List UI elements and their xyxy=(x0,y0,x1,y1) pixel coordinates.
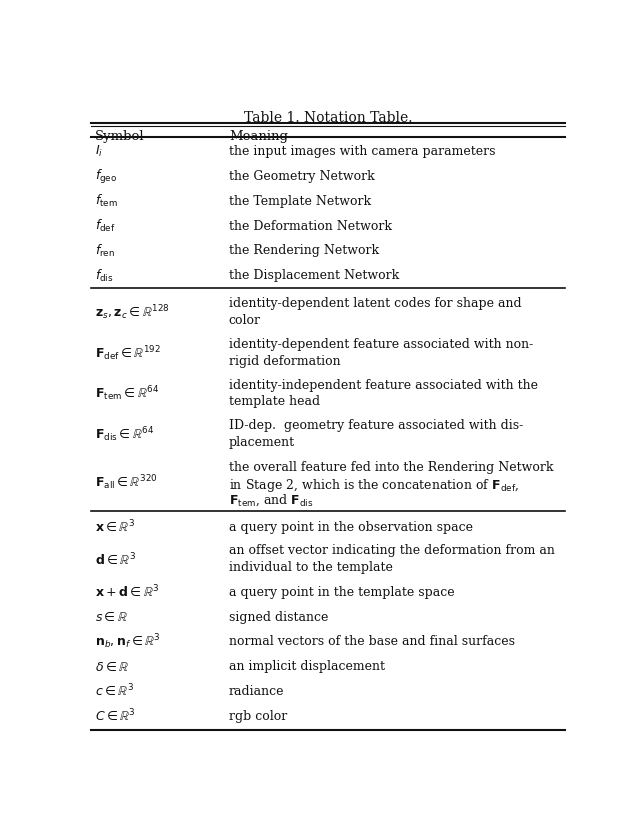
Text: identity-dependent feature associated with non-: identity-dependent feature associated wi… xyxy=(229,337,533,351)
Text: $I_i$: $I_i$ xyxy=(95,144,103,160)
Text: rigid deformation: rigid deformation xyxy=(229,355,340,367)
Text: the Geometry Network: the Geometry Network xyxy=(229,170,374,183)
Text: $\mathbf{F}_{\mathrm{tem}}$, and $\mathbf{F}_{\mathrm{dis}}$: $\mathbf{F}_{\mathrm{tem}}$, and $\mathb… xyxy=(229,492,314,507)
Text: $c \in \mathbb{R}^3$: $c \in \mathbb{R}^3$ xyxy=(95,682,134,699)
Text: $\mathbf{z}_s, \mathbf{z}_c \in \mathbb{R}^{128}$: $\mathbf{z}_s, \mathbf{z}_c \in \mathbb{… xyxy=(95,304,170,322)
Text: ID-dep.  geometry feature associated with dis-: ID-dep. geometry feature associated with… xyxy=(229,418,523,432)
Text: the Template Network: the Template Network xyxy=(229,194,371,208)
Text: the Rendering Network: the Rendering Network xyxy=(229,244,379,257)
Text: template head: template head xyxy=(229,395,320,408)
Text: $\mathbf{d} \in \mathbb{R}^3$: $\mathbf{d} \in \mathbb{R}^3$ xyxy=(95,551,136,567)
Text: $f_{\mathrm{def}}$: $f_{\mathrm{def}}$ xyxy=(95,218,116,234)
Text: in Stage 2, which is the concatenation of $\mathbf{F}_{\mathrm{def}}$,: in Stage 2, which is the concatenation o… xyxy=(229,476,519,493)
Text: an offset vector indicating the deformation from an: an offset vector indicating the deformat… xyxy=(229,543,555,557)
Text: signed distance: signed distance xyxy=(229,610,328,623)
Text: the input images with camera parameters: the input images with camera parameters xyxy=(229,146,495,158)
Text: identity-independent feature associated with the: identity-independent feature associated … xyxy=(229,378,538,391)
Text: $\mathbf{F}_{\mathrm{tem}} \in \mathbb{R}^{64}$: $\mathbf{F}_{\mathrm{tem}} \in \mathbb{R… xyxy=(95,384,159,403)
Text: color: color xyxy=(229,314,261,327)
Text: $f_{\mathrm{tem}}$: $f_{\mathrm{tem}}$ xyxy=(95,194,118,209)
Text: Table 1. Notation Table.: Table 1. Notation Table. xyxy=(244,111,412,125)
Text: $\mathbf{F}_{\mathrm{def}} \in \mathbb{R}^{192}$: $\mathbf{F}_{\mathrm{def}} \in \mathbb{R… xyxy=(95,344,161,362)
Text: radiance: radiance xyxy=(229,684,284,697)
Text: $f_{\mathrm{ren}}$: $f_{\mathrm{ren}}$ xyxy=(95,242,115,259)
Text: Meaning: Meaning xyxy=(229,130,288,143)
Text: $\mathbf{x} + \mathbf{d} \in \mathbb{R}^3$: $\mathbf{x} + \mathbf{d} \in \mathbb{R}^… xyxy=(95,583,159,600)
Text: the Displacement Network: the Displacement Network xyxy=(229,269,399,282)
Text: $\mathbf{F}_{\mathrm{all}} \in \mathbb{R}^{320}$: $\mathbf{F}_{\mathrm{all}} \in \mathbb{R… xyxy=(95,472,157,491)
Text: $\mathbf{F}_{\mathrm{dis}} \in \mathbb{R}^{64}$: $\mathbf{F}_{\mathrm{dis}} \in \mathbb{R… xyxy=(95,424,154,443)
Text: $f_{\mathrm{dis}}$: $f_{\mathrm{dis}}$ xyxy=(95,267,113,284)
Text: an implicit displacement: an implicit displacement xyxy=(229,659,385,672)
Text: $s \in \mathbb{R}$: $s \in \mathbb{R}$ xyxy=(95,609,128,624)
Text: $\mathbf{n}_b, \mathbf{n}_f \in \mathbb{R}^3$: $\mathbf{n}_b, \mathbf{n}_f \in \mathbb{… xyxy=(95,632,161,651)
Text: rgb color: rgb color xyxy=(229,709,287,722)
Text: $\mathbf{x} \in \mathbb{R}^3$: $\mathbf{x} \in \mathbb{R}^3$ xyxy=(95,519,135,535)
Text: the Deformation Network: the Deformation Network xyxy=(229,219,392,232)
Text: individual to the template: individual to the template xyxy=(229,561,393,574)
Text: $f_{\mathrm{geo}}$: $f_{\mathrm{geo}}$ xyxy=(95,168,117,185)
Text: $\delta \in \mathbb{R}$: $\delta \in \mathbb{R}$ xyxy=(95,659,129,673)
Text: identity-dependent latent codes for shape and: identity-dependent latent codes for shap… xyxy=(229,297,522,310)
Text: a query point in the observation space: a query point in the observation space xyxy=(229,520,473,533)
Text: $C \in \mathbb{R}^3$: $C \in \mathbb{R}^3$ xyxy=(95,707,136,724)
Text: Symbol: Symbol xyxy=(95,130,145,143)
Text: the overall feature fed into the Rendering Network: the overall feature fed into the Renderi… xyxy=(229,461,554,474)
Text: placement: placement xyxy=(229,436,295,448)
Text: normal vectors of the base and final surfaces: normal vectors of the base and final sur… xyxy=(229,634,515,648)
Text: a query point in the template space: a query point in the template space xyxy=(229,586,454,598)
